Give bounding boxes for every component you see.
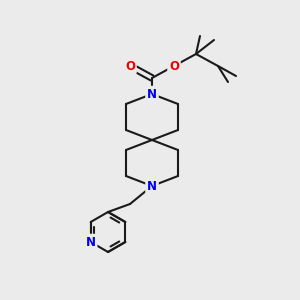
Text: N: N bbox=[86, 236, 96, 248]
Text: O: O bbox=[169, 59, 179, 73]
Text: N: N bbox=[147, 88, 157, 100]
Text: O: O bbox=[125, 59, 135, 73]
Text: N: N bbox=[147, 179, 157, 193]
